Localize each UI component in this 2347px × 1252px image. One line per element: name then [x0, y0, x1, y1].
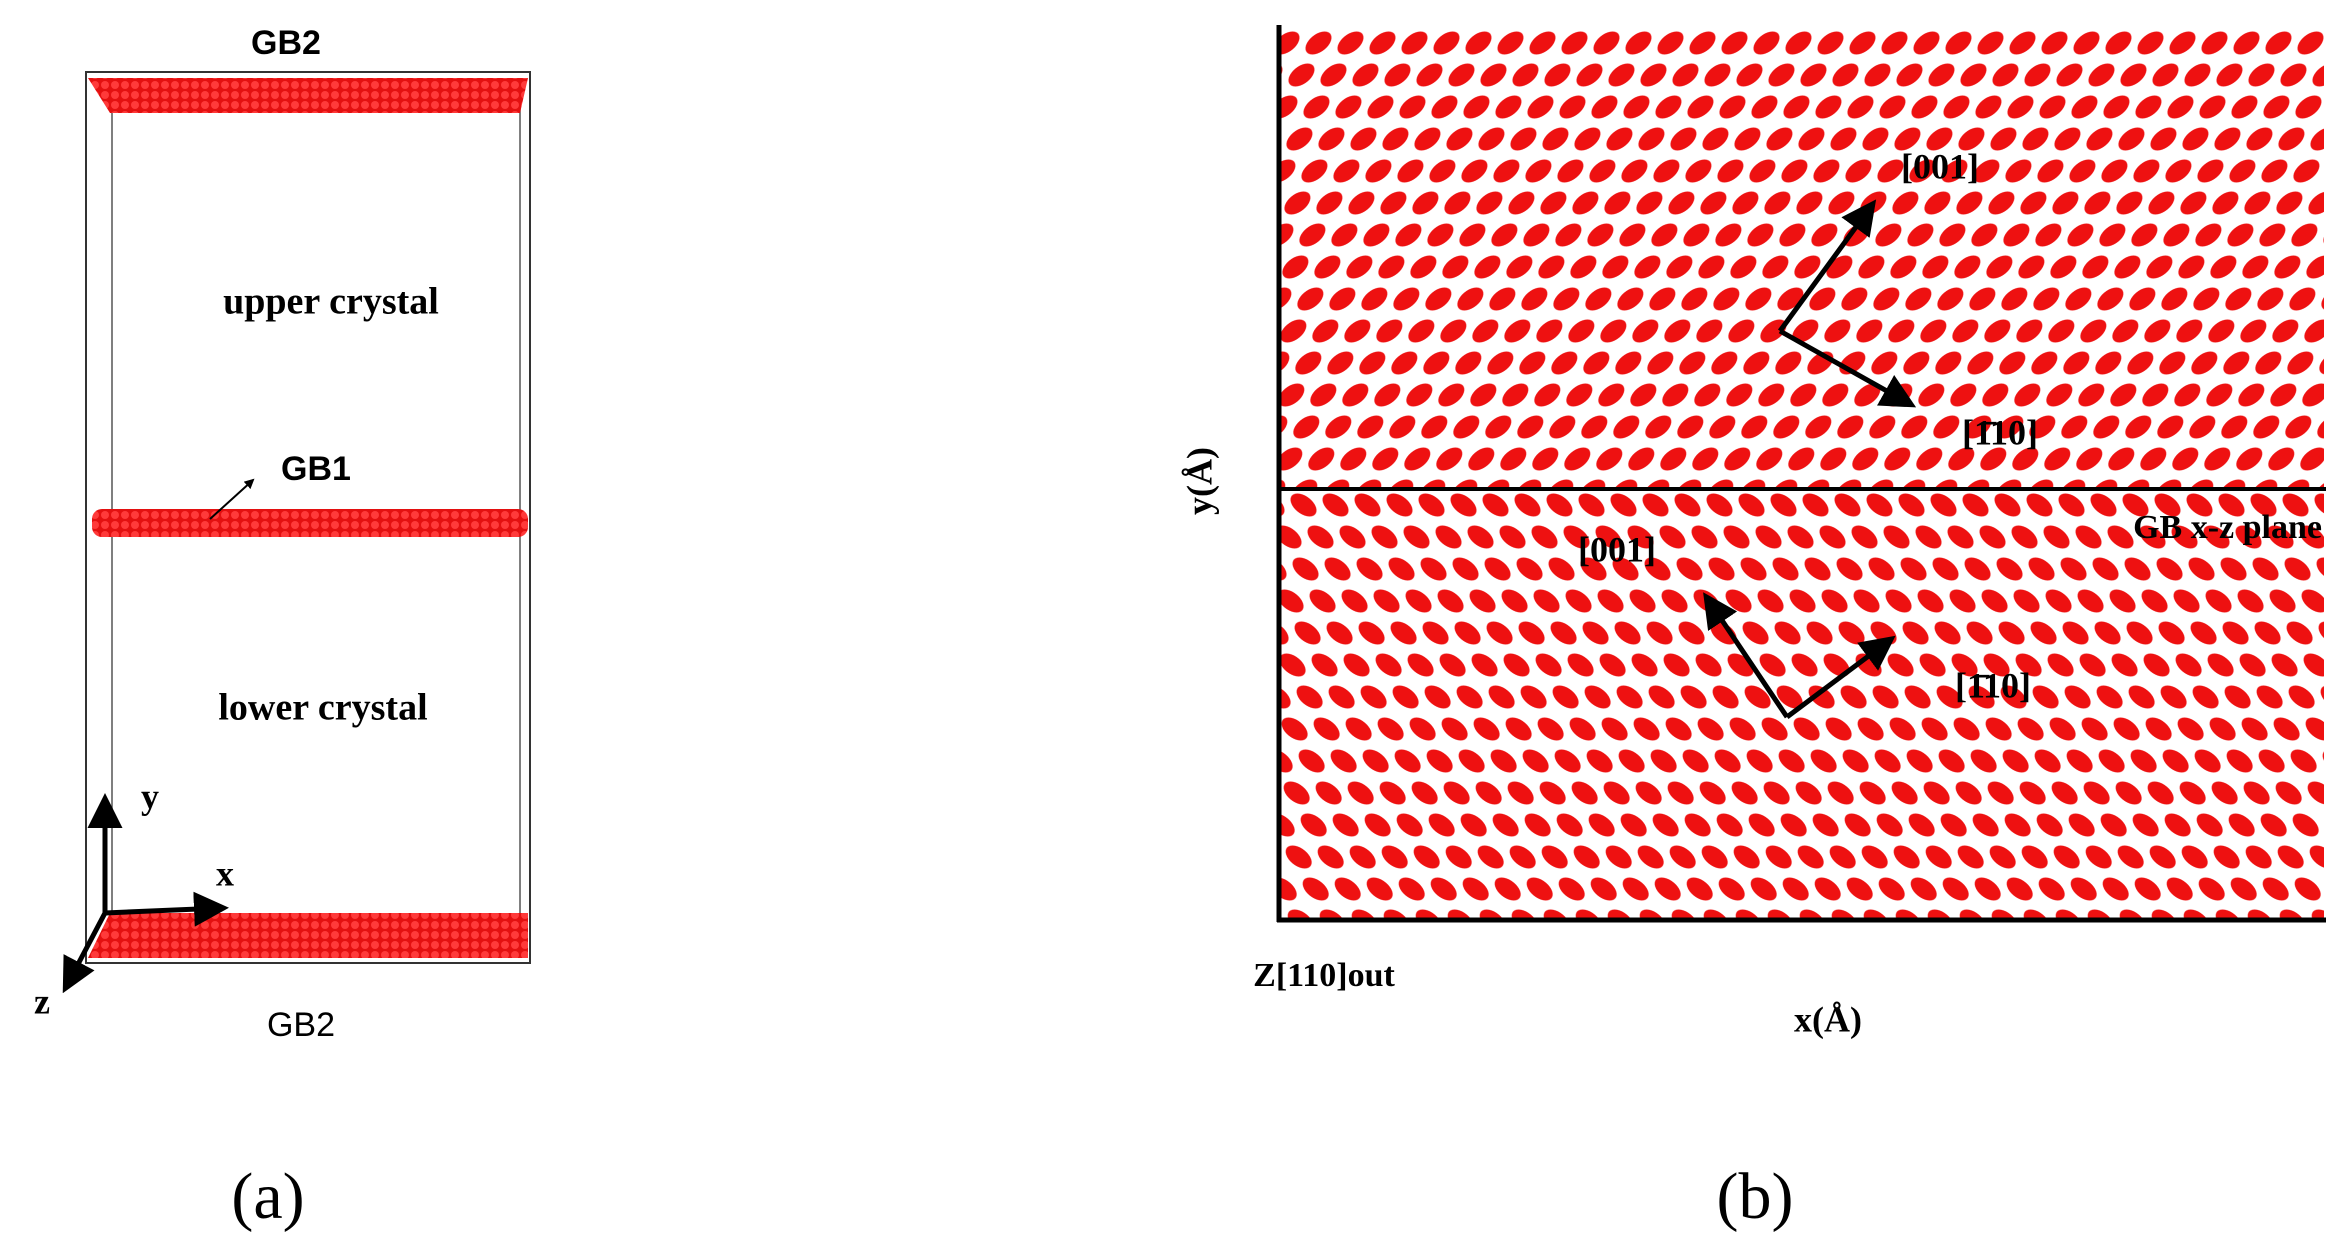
gb1-pointer	[209, 478, 255, 520]
upper-dir1-label: [001]	[1901, 146, 1979, 186]
caption-a: (a)	[231, 1160, 304, 1233]
axis-z-label: z	[34, 981, 50, 1021]
axis-z-arrow	[62, 911, 108, 994]
panel-b: [001] [1̄10] GB x-z plane [001] [1̄10] y…	[1179, 25, 2326, 1233]
plane-label: GB x-z plane	[2133, 509, 2322, 546]
box-front	[85, 71, 531, 964]
gb1-band	[92, 509, 528, 537]
upper-lattice	[1281, 27, 2324, 487]
upper-crystal-label: upper crystal	[223, 281, 439, 323]
axis-y-label: y	[141, 776, 159, 816]
upper-dir2-label: [1̄10]	[1962, 412, 2038, 452]
upper-001-arrow	[1777, 199, 1877, 333]
gb2-bottom-band	[88, 913, 528, 958]
z-label: Z[110]out	[1253, 957, 1395, 994]
lower-110-arrow	[1785, 635, 1896, 720]
axis-x-label: x	[216, 853, 234, 893]
gb2-top-band	[88, 78, 528, 113]
gb2-top-label: GB2	[251, 24, 321, 62]
lower-dir1-label: [001]	[1578, 529, 1656, 569]
axis-x-arrow	[104, 891, 229, 927]
y-axis-label: y(Å)	[1179, 447, 1219, 515]
lower-001-arrow	[1703, 592, 1790, 719]
panel-a: GB2 upper crystal GB1 lower crystal y x …	[34, 24, 531, 1233]
gb2-bottom-label: GB2	[267, 1006, 335, 1044]
x-axis-label: x(Å)	[1794, 999, 1862, 1039]
upper-110-arrow	[1778, 328, 1917, 408]
caption-b: (b)	[1717, 1160, 1794, 1233]
lower-dir2-label: [1̄10]	[1955, 665, 2031, 705]
gb1-label: GB1	[281, 450, 351, 488]
lower-crystal-label: lower crystal	[218, 687, 427, 729]
